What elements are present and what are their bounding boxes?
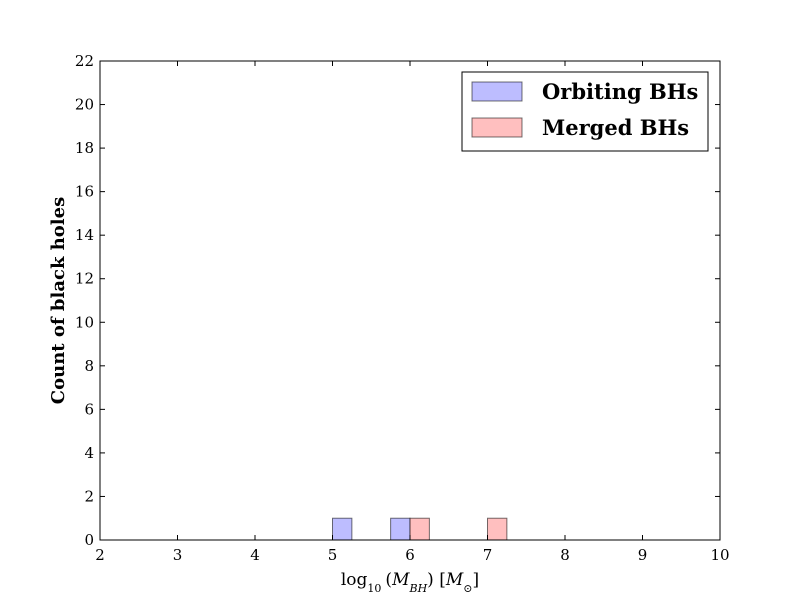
legend-label: Merged BHs xyxy=(542,115,689,140)
x-tick-label: 6 xyxy=(405,546,415,564)
y-tick-label: 0 xyxy=(84,531,94,549)
bar-merged-bhs-0 xyxy=(409,517,430,541)
legend: Orbiting BHs Merged BHs xyxy=(461,71,709,152)
x-tick-label: 10 xyxy=(710,546,729,564)
legend-swatch xyxy=(471,117,523,138)
y-tick-label: 10 xyxy=(75,313,94,331)
y-tick-label: 16 xyxy=(75,183,94,201)
x-tick-label: 9 xyxy=(638,546,648,564)
bar-orbiting-bhs-0 xyxy=(332,517,353,541)
y-tick-label: 22 xyxy=(75,52,94,70)
y-tick-label: 6 xyxy=(84,400,94,418)
legend-label: Orbiting BHs xyxy=(542,79,698,104)
x-tick-label: 7 xyxy=(483,546,493,564)
y-tick-label: 8 xyxy=(84,357,94,375)
y-tick-label: 18 xyxy=(75,139,94,157)
x-axis-title: log10 (MBH) [M⊙] xyxy=(341,570,479,595)
y-tick-label: 12 xyxy=(75,270,94,288)
x-tick-label: 4 xyxy=(250,546,260,564)
y-axis-title: Count of black holes xyxy=(48,197,69,404)
bar-merged-bhs-1 xyxy=(487,517,508,541)
y-tick-label: 2 xyxy=(84,487,94,505)
x-tick-label: 5 xyxy=(328,546,338,564)
y-tick-label: 14 xyxy=(75,226,94,244)
x-tick-label: 2 xyxy=(95,546,105,564)
legend-swatch xyxy=(471,81,523,102)
y-tick-label: 4 xyxy=(84,444,94,462)
x-tick-label: 3 xyxy=(173,546,183,564)
x-tick-label: 8 xyxy=(560,546,570,564)
bar-orbiting-bhs-1 xyxy=(390,517,411,541)
y-tick-label: 20 xyxy=(75,96,94,114)
